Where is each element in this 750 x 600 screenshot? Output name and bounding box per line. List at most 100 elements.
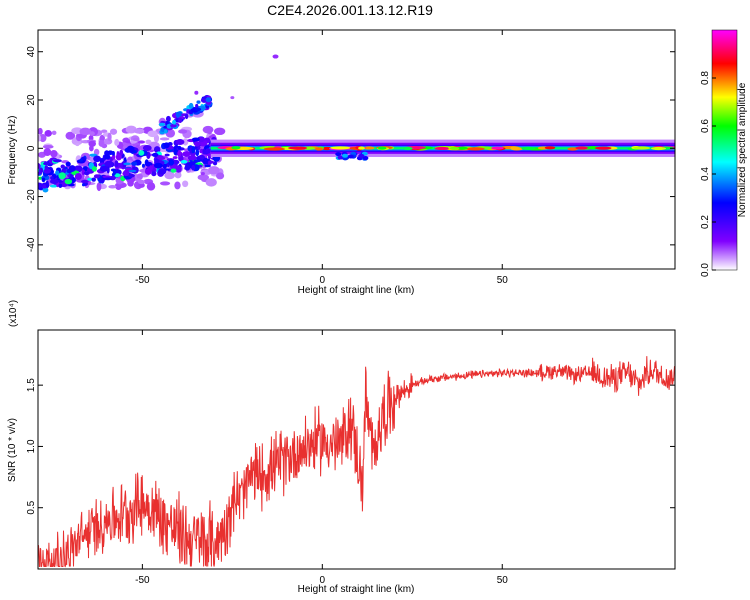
- spectrogram-blob: [79, 158, 84, 162]
- spectrogram-haze: [166, 130, 175, 138]
- spectrogram-blob: [151, 152, 159, 157]
- spectrogram-band-segment: [449, 146, 460, 151]
- spectrogram-haze: [215, 172, 225, 180]
- spectrogram-band-segment: [363, 146, 375, 150]
- spectrogram-haze: [200, 172, 205, 176]
- spectrogram-blob: [104, 177, 112, 181]
- spectrogram-blob: [191, 137, 200, 142]
- spectrogram-blob: [115, 153, 122, 161]
- spectrogram-blob: [41, 177, 46, 183]
- spectrogram-blob: [197, 136, 205, 143]
- spectrogram-band-segment: [231, 146, 241, 150]
- spectrogram-haze: [214, 127, 226, 136]
- spectrogram-blob: [99, 179, 105, 183]
- spectrogram-band-segment: [330, 146, 351, 150]
- spectrogram-band-dip: [347, 154, 354, 159]
- spectrogram-haze: [146, 182, 156, 191]
- spectrogram-blob: [58, 183, 63, 188]
- spectrogram-haze: [147, 130, 158, 138]
- spectrogram-blob: [127, 173, 135, 178]
- spectrogram-haze: [107, 132, 112, 142]
- spectrogram-blob: [38, 182, 44, 188]
- spectrogram-blob: [104, 154, 111, 160]
- spectrogram-haze: [96, 182, 102, 192]
- spectrogram-blob: [175, 139, 185, 146]
- spectrogram-band-segment: [491, 146, 504, 150]
- spectrogram-blob: [151, 171, 157, 177]
- spectrogram-blob: [93, 174, 100, 179]
- spectrogram-rising-band: [170, 124, 177, 128]
- spectrogram-blob: [60, 164, 65, 169]
- spectrogram-blob: [49, 178, 59, 185]
- spectrogram-band-segment: [567, 147, 579, 151]
- spectrogram-band-segment: [315, 147, 324, 151]
- spectrogram-blob: [173, 148, 177, 156]
- spectrogram-haze: [159, 137, 170, 141]
- spectrogram-band-segment: [358, 146, 365, 150]
- spectrogram-haze: [42, 144, 54, 149]
- spectrogram-haze: [50, 149, 58, 158]
- spectrogram-haze: [138, 182, 145, 188]
- spectrogram-haze: [145, 139, 152, 145]
- spectrogram-blob: [128, 169, 137, 173]
- spectrogram-haze: [109, 128, 118, 135]
- spectrogram-blob: [187, 155, 197, 161]
- snr-panel: -50 0 50 0.5 1.0 1.5 Height of straight line …: [7, 300, 676, 595]
- spectrogram-blob: [38, 171, 42, 175]
- snr-x-label: Height of straight line (km): [298, 584, 415, 595]
- spectrogram-blob: [68, 165, 76, 172]
- y-tick-label: 20: [26, 94, 37, 106]
- spectrogram-haze: [88, 140, 96, 147]
- spectrogram-blob: [73, 165, 83, 173]
- x-tick-label: 0: [320, 275, 326, 286]
- spectrogram-haze: [137, 179, 146, 185]
- spectrogram-blob: [191, 164, 196, 171]
- spectrogram-blob: [142, 145, 152, 152]
- spectrogram-blob: [83, 171, 90, 176]
- spectrogram-blob: [81, 179, 89, 184]
- snr-line: [38, 356, 675, 568]
- spectrogram-band-segment: [402, 146, 413, 151]
- spectrogram-x-label: Height of straight line (km): [298, 285, 415, 296]
- spectrogram-band-segment: [575, 146, 588, 150]
- spectrogram-blob: [125, 167, 133, 171]
- colorbar-tick-label: 0.2: [700, 215, 711, 229]
- colorbar: 0.0 0.2 0.4 0.6 0.8 Normalized spectral ampl…: [700, 29, 748, 277]
- spectrogram-frame: [37, 29, 676, 270]
- spectrogram-band-dip: [362, 156, 369, 161]
- spectrogram-blob: [87, 177, 93, 181]
- spectrogram-band-segment: [544, 146, 556, 150]
- spectrogram-blob: [163, 142, 170, 149]
- spectrogram-blob: [119, 149, 124, 156]
- spectrogram-band-segment: [465, 147, 485, 151]
- spectrogram-blob: [164, 153, 170, 157]
- spectrogram-y-label: Frequency (Hz): [7, 116, 18, 185]
- colorbar-ticks: 0.0 0.2 0.4 0.6 0.8: [700, 71, 716, 277]
- spectrogram-band-segment: [595, 146, 612, 150]
- spectrogram-haze: [164, 171, 175, 180]
- spectrogram-blob: [49, 184, 58, 188]
- spectrogram-band-segment: [510, 146, 519, 150]
- spectrogram-dot: [230, 96, 235, 100]
- snr-frame: [37, 329, 676, 570]
- spectrogram-blob: [180, 159, 188, 164]
- spectrogram-panel: -50 0 50 -40 -20 0 20 40 Height of straight lin…: [7, 29, 676, 296]
- spectrogram-haze: [133, 128, 145, 134]
- colorbar-label: Normalized spectral amplitude: [737, 82, 748, 217]
- spectrogram-rising-band: [193, 112, 199, 115]
- spectrogram-haze: [182, 180, 189, 188]
- spectrogram-blob: [43, 162, 50, 166]
- x-tick-label: 50: [497, 575, 509, 586]
- spectrogram-blob: [182, 151, 191, 157]
- spectrogram-band-segment: [434, 146, 450, 151]
- spectrogram-blob: [199, 155, 205, 160]
- spectrogram-blob: [74, 172, 82, 181]
- spectrogram-dot: [194, 90, 199, 95]
- spectrogram-blob: [91, 177, 96, 182]
- spectrogram-rising-band: [195, 103, 199, 109]
- spectrogram-haze: [159, 181, 171, 186]
- spectrogram-blob: [153, 146, 161, 153]
- spectrogram-blob: [52, 159, 62, 163]
- spectrogram-blob: [172, 156, 178, 159]
